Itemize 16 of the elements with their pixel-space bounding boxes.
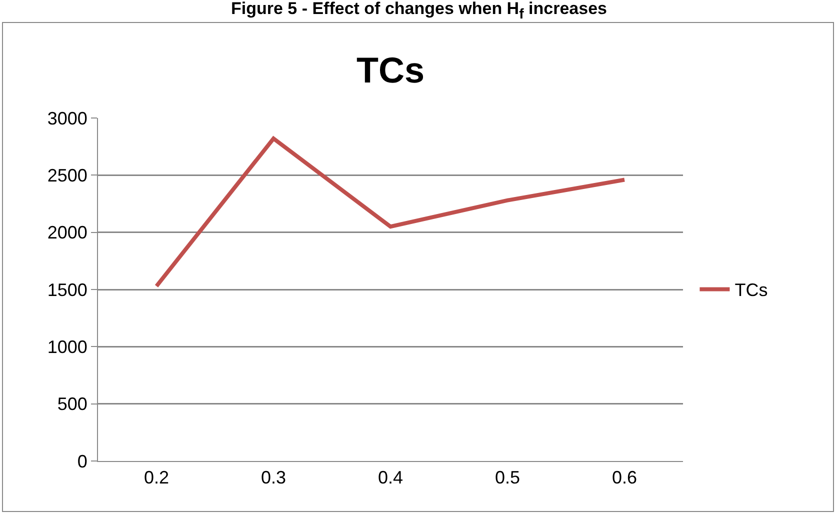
y-tick-label: 3000 (47, 108, 88, 128)
line-series (154, 136, 626, 288)
y-tick-label: 1000 (47, 336, 88, 357)
y-tick-label: 2500 (47, 165, 88, 186)
legend-label: TCs (734, 280, 768, 300)
y-tick-label: 2000 (47, 222, 88, 243)
y-tick-label: 500 (57, 394, 88, 414)
x-tick-label: 0.3 (260, 468, 286, 488)
x-tick-label: 0.2 (144, 468, 170, 488)
chart-title: TCs (356, 49, 425, 90)
x-tick-label: 0.5 (494, 468, 520, 488)
x-tick-label: 0.4 (378, 468, 404, 488)
x-tick-label: 0.6 (612, 468, 638, 488)
y-tick-label: 0 (77, 451, 88, 472)
y-tick-label: 1500 (47, 280, 88, 300)
caption: Figure 5 - Effect of changes when H$_{f}$ increases (230, 0, 608, 22)
